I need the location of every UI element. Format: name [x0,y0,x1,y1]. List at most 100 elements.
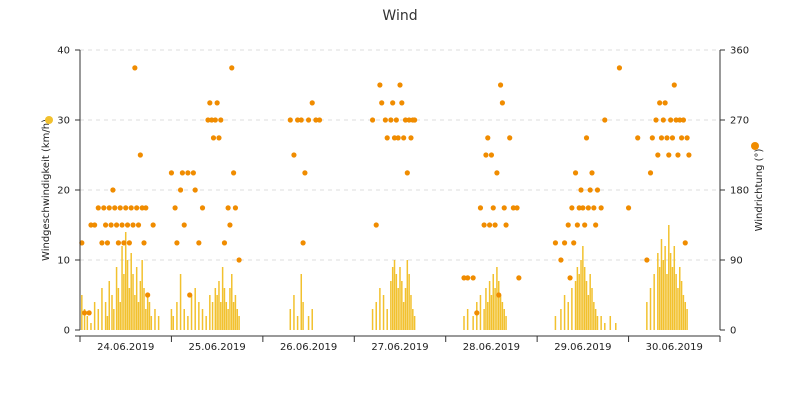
speed-bar [148,302,151,330]
direction-point [295,117,301,123]
direction-point [679,135,685,141]
direction-point [99,240,105,246]
direction-point [485,135,491,141]
speed-bar [115,267,118,330]
direction-point [565,222,571,228]
speed-bar [466,309,469,330]
direction-point [132,65,138,71]
direction-point [305,117,312,123]
direction-point [218,117,224,123]
direction-point [487,222,493,228]
speed-bar [111,295,113,330]
direction-point [103,222,109,228]
speed-bar [677,288,679,330]
direction-point [88,222,94,228]
speed-bar [124,232,127,330]
y-tick-right: 90 [730,256,743,267]
speed-bar [488,281,491,330]
speed-bar [600,316,602,330]
speed-bar [653,274,655,330]
x-tick-label: 28.06.2019 [463,342,520,353]
direction-point [313,117,319,123]
speed-bar [83,309,86,330]
speed-bar [179,274,182,330]
speed-bar [404,288,407,330]
direction-point [143,205,149,211]
speed-bar [669,253,672,330]
direction-point [302,170,308,176]
speed-bar [293,295,295,330]
direction-point [395,135,401,141]
direction-point [593,222,599,228]
direction-point [391,135,398,141]
speed-bar [139,281,142,330]
speed-bar [574,281,577,330]
speed-bar [170,309,173,330]
direction-point [510,205,516,211]
speed-bar [499,295,502,330]
speed-bar [119,302,121,330]
x-tick-label: 24.06.2019 [97,342,154,353]
speed-bar [146,295,149,330]
direction-point [406,117,412,123]
speed-bar [225,302,228,330]
speed-bar [198,302,200,330]
direction-point [123,205,129,211]
speed-bar [216,295,218,330]
speed-bar [567,302,569,330]
x-tick-label: 25.06.2019 [189,342,246,353]
direction-point [150,222,156,228]
direction-point [316,117,323,123]
direction-point [390,100,396,106]
speed-bar [494,288,496,330]
direction-point [649,135,655,141]
direction-point [402,117,409,123]
speed-bar [172,316,175,330]
direction-point [207,100,213,106]
direction-point [92,222,98,228]
speed-bar [93,302,96,330]
direction-point [115,240,121,246]
direction-point [379,100,385,106]
speed-bar [657,253,659,330]
speed-bar [134,295,136,330]
speed-bar [591,288,593,330]
speed-bar [501,302,504,330]
speed-bar [375,302,377,330]
direction-point [287,117,293,123]
direction-point [117,205,123,211]
direction-point [477,205,484,211]
speed-bar [671,267,674,330]
speed-bar [238,316,240,330]
direction-point [86,310,92,316]
direction-point [108,222,114,228]
direction-point [582,222,588,228]
speed-bar [472,316,474,330]
speed-bar [580,260,582,330]
speed-bar [604,323,606,330]
direction-point [507,135,513,141]
direction-point [388,117,394,123]
direction-point [124,222,131,228]
speed-bar [410,295,412,330]
speed-bar [680,281,683,330]
direction-point [81,310,88,316]
direction-point [658,135,665,141]
direction-point [229,65,235,71]
direction-point [79,240,85,246]
x-tick-label: 26.06.2019 [280,342,337,353]
speed-bar [379,288,381,330]
direction-point [488,152,495,158]
direction-point [196,240,202,246]
direction-point [653,117,659,123]
speed-bar [371,309,374,330]
speed-bar [401,281,403,330]
y-tick-left: 10 [57,256,70,267]
speed-bar [664,246,666,330]
direction-point [384,135,390,141]
speed-bar [660,239,663,330]
speed-bar [487,302,489,330]
speed-bar [141,260,143,330]
direction-point [309,100,315,106]
